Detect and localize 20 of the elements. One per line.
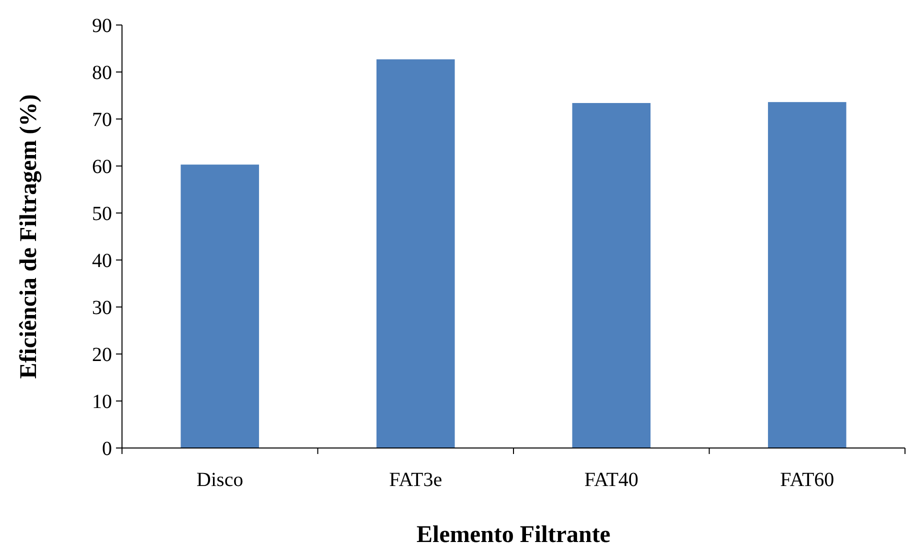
x-tick-label: Disco [196, 469, 244, 491]
x-tick-label: FAT40 [584, 469, 638, 491]
y-tick-label: 60 [92, 156, 112, 178]
x-tick-label: FAT3e [389, 469, 442, 491]
x-tick-label: FAT60 [780, 469, 834, 491]
y-tick-label: 80 [92, 62, 112, 84]
bar [768, 102, 846, 448]
y-tick-label: 0 [102, 438, 112, 460]
bar [180, 164, 260, 448]
bar [376, 59, 455, 448]
y-tick-label: 70 [92, 109, 112, 131]
y-tick-label: 90 [92, 15, 112, 37]
y-axis-title: Eficiência de Filtragem (%) [16, 94, 42, 379]
x-axis-title: Elemento Filtrante [416, 522, 611, 548]
y-tick-label: 50 [92, 203, 112, 225]
y-tick-label: 30 [92, 297, 112, 319]
y-tick-label: 40 [92, 250, 112, 272]
y-tick-label: 20 [92, 344, 112, 366]
bar [572, 103, 651, 448]
y-tick-label: 10 [92, 391, 112, 413]
